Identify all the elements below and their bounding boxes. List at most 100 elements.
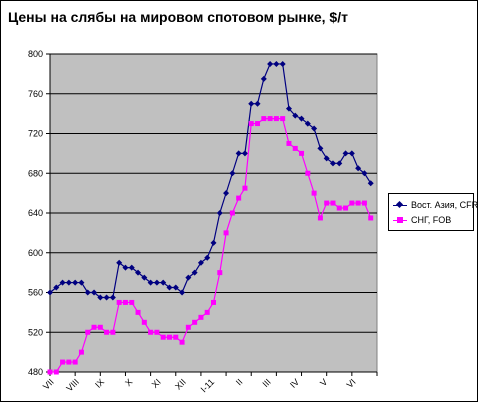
legend-label: Вост. Азия, CFR <box>411 200 479 210</box>
data-point <box>147 279 154 286</box>
data-point <box>367 180 374 187</box>
data-point <box>323 155 330 162</box>
data-point <box>110 329 116 335</box>
y-tick-label: 640 <box>28 208 43 218</box>
data-point <box>116 299 122 305</box>
x-tick-label: IX <box>93 377 106 390</box>
data-point <box>317 145 324 152</box>
x-tick-label: VII <box>41 377 56 392</box>
y-tick-label: 680 <box>28 168 43 178</box>
data-point <box>292 112 299 119</box>
diamond-marker-icon <box>395 200 404 209</box>
data-point <box>66 359 72 365</box>
x-tick-label: IV <box>288 377 301 390</box>
data-point <box>97 294 104 301</box>
data-point <box>273 60 280 67</box>
data-point <box>172 284 179 291</box>
data-point <box>260 75 267 82</box>
data-point <box>324 200 330 206</box>
data-point <box>179 339 185 345</box>
data-point <box>216 210 223 216</box>
data-point <box>217 270 223 276</box>
data-point <box>197 259 204 266</box>
data-point <box>280 116 286 122</box>
data-point <box>59 279 66 286</box>
data-point <box>72 279 79 286</box>
y-tick-label: 480 <box>28 367 43 377</box>
data-point <box>298 115 305 122</box>
data-point <box>153 279 160 286</box>
data-point <box>109 294 116 301</box>
data-point <box>254 100 261 107</box>
data-point <box>342 150 349 157</box>
data-point <box>166 334 172 340</box>
y-tick-label: 720 <box>28 129 43 139</box>
data-point <box>229 170 236 177</box>
data-point <box>211 299 216 305</box>
data-point <box>116 259 123 266</box>
data-point <box>273 116 279 122</box>
x-tick-label: XII <box>173 377 188 392</box>
data-point <box>355 165 362 172</box>
x-tick-label: VIII <box>64 377 81 394</box>
data-point <box>355 200 361 206</box>
data-point <box>242 185 248 191</box>
data-point <box>97 324 103 330</box>
y-tick-label: 560 <box>28 288 43 298</box>
data-point <box>179 289 186 296</box>
data-point <box>91 289 98 296</box>
data-point <box>223 230 229 236</box>
x-tick-label: XI <box>150 377 163 390</box>
chart-legend: Вост. Азия, CFR СНГ, FOB <box>388 193 478 231</box>
data-point <box>91 324 97 330</box>
data-point <box>72 359 78 365</box>
data-point <box>84 289 91 296</box>
data-point <box>329 160 336 167</box>
data-point <box>47 369 53 375</box>
data-point <box>78 349 84 355</box>
data-point <box>185 274 192 281</box>
data-point <box>191 269 198 276</box>
data-point <box>248 121 254 127</box>
data-point <box>198 314 204 320</box>
data-point <box>223 190 230 197</box>
data-point <box>210 239 217 246</box>
data-point <box>204 309 210 315</box>
data-point <box>53 369 59 375</box>
data-point <box>141 274 148 281</box>
data-point <box>235 150 242 157</box>
data-point <box>104 329 110 335</box>
data-point <box>261 116 267 122</box>
data-point <box>154 329 160 335</box>
data-point <box>229 210 235 216</box>
data-point <box>286 140 292 146</box>
data-point <box>160 334 166 340</box>
data-point <box>53 284 60 291</box>
y-tick-label: 800 <box>28 49 43 59</box>
data-point <box>361 170 368 177</box>
square-marker-icon <box>397 217 403 223</box>
series-line <box>49 63 372 299</box>
data-point <box>279 60 286 67</box>
data-point <box>299 150 305 156</box>
data-point <box>361 200 367 206</box>
data-point <box>368 215 374 221</box>
data-point <box>103 294 110 301</box>
data-point <box>311 190 317 196</box>
data-point <box>255 121 261 127</box>
data-point <box>122 264 129 271</box>
data-point <box>336 160 343 167</box>
data-point <box>267 116 273 122</box>
x-tick-label: X <box>123 377 134 388</box>
data-point <box>304 120 311 127</box>
data-point <box>85 329 91 335</box>
data-point <box>128 264 135 271</box>
data-point <box>305 170 311 176</box>
data-point <box>236 195 242 201</box>
data-point <box>330 200 336 206</box>
data-point <box>160 279 167 286</box>
data-point <box>285 105 292 112</box>
data-point <box>317 215 323 221</box>
data-point <box>78 279 85 286</box>
